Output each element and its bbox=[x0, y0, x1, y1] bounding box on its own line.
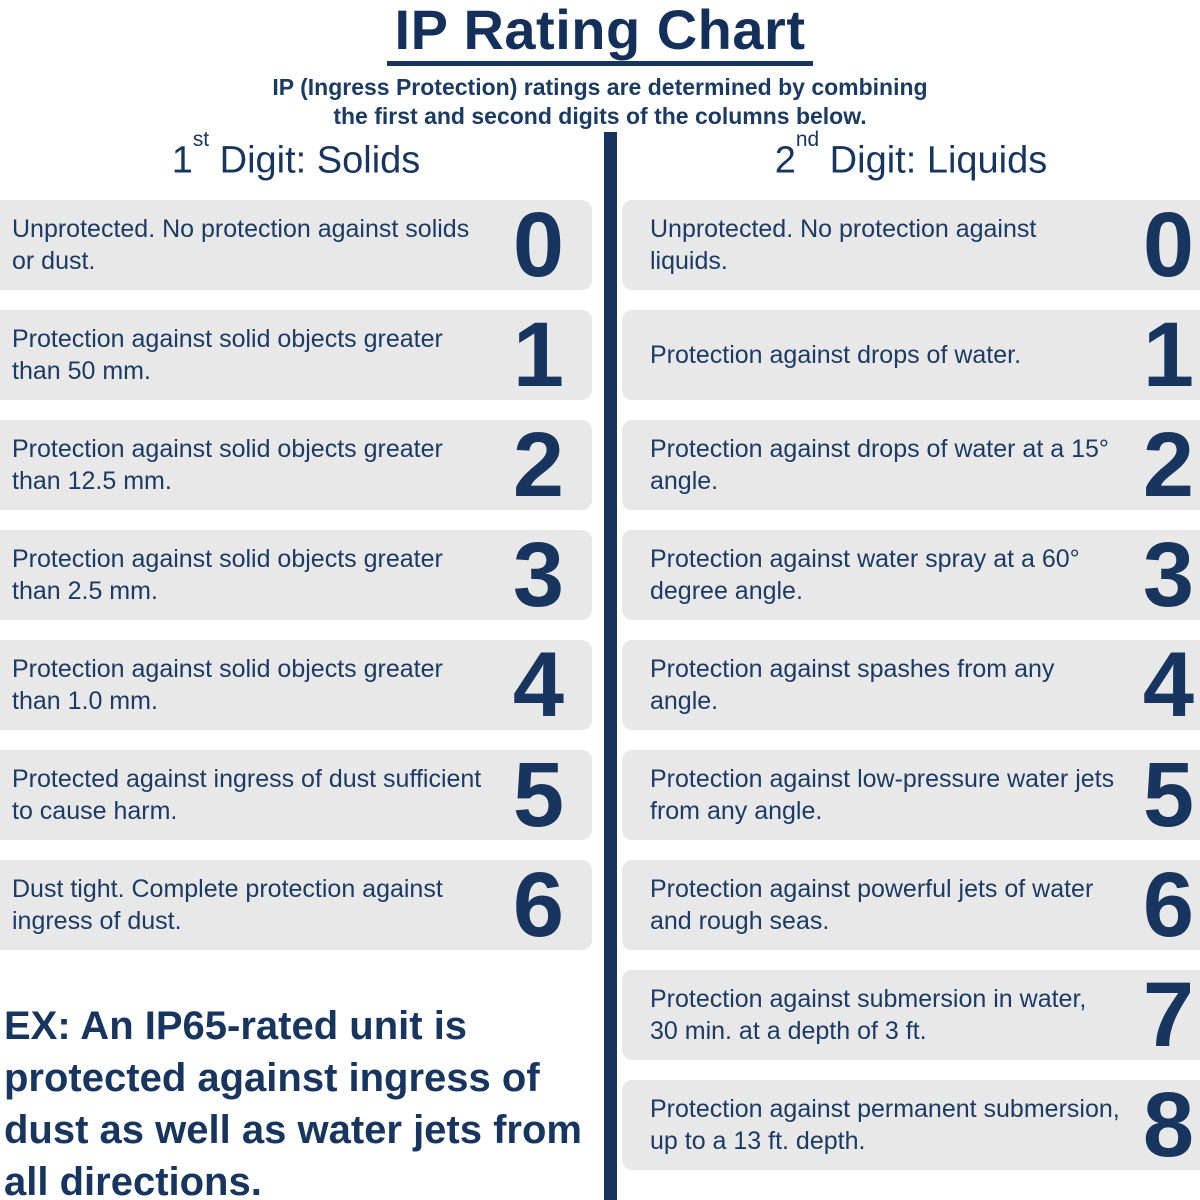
rating-digit: 2 bbox=[1142, 413, 1194, 516]
rating-digit: 0 bbox=[512, 193, 564, 296]
liquids-header-ordinal: nd bbox=[795, 128, 820, 152]
liquids-row-4: Protection against spashes from any angl… bbox=[622, 633, 1200, 736]
rating-description: Protection against powerful jets of wate… bbox=[650, 875, 1094, 935]
solids-row-3: Protection against solid objects greater… bbox=[0, 523, 592, 626]
rating-digit: 2 bbox=[512, 413, 564, 516]
page-subtitle: IP (Ingress Protection) ratings are dete… bbox=[0, 73, 1200, 132]
rating-description: Protection against low-pressure water je… bbox=[650, 765, 1115, 825]
liquids-header-label: Digit: Liquids bbox=[819, 139, 1048, 182]
rating-digit: 0 bbox=[1142, 193, 1194, 296]
rating-digit: 1 bbox=[512, 303, 564, 406]
column-divider bbox=[604, 132, 617, 1200]
rating-description: Protection against water spray at a 60° … bbox=[650, 545, 1080, 605]
rating-digit: 6 bbox=[512, 853, 564, 956]
liquids-column: 2nd Digit: Liquids Unprotected. No prote… bbox=[622, 128, 1200, 1190]
subtitle-line-1: IP (Ingress Protection) ratings are dete… bbox=[272, 74, 928, 100]
liquids-header-number: 2 bbox=[774, 139, 796, 182]
rating-digit: 6 bbox=[1142, 853, 1194, 956]
rating-description: Protection against spashes from any angl… bbox=[650, 655, 1055, 715]
rating-digit: 1 bbox=[1142, 303, 1194, 406]
page-title: IP Rating Chart bbox=[386, 2, 814, 66]
subtitle-line-2: the first and second digits of the colum… bbox=[333, 103, 867, 130]
liquids-row-6: Protection against powerful jets of wate… bbox=[622, 853, 1200, 956]
solids-row-1: Protection against solid objects greater… bbox=[0, 303, 592, 406]
rating-digit: 5 bbox=[512, 743, 564, 846]
rating-digit: 8 bbox=[1142, 1073, 1194, 1176]
rating-description: Protection against drops of water. bbox=[650, 341, 1022, 369]
liquids-column-header: 2nd Digit: Liquids bbox=[622, 128, 1200, 182]
rating-description: Protection against permanent submersion,… bbox=[650, 1095, 1120, 1155]
rating-description: Protection against submersion in water, … bbox=[650, 985, 1087, 1045]
rating-digit: 4 bbox=[512, 633, 564, 736]
liquids-row-7: Protection against submersion in water, … bbox=[622, 963, 1200, 1066]
example-note: EX: An IP65-rated unit is protected agai… bbox=[4, 1004, 582, 1200]
solids-header-ordinal: st bbox=[192, 128, 210, 152]
rating-description: Unprotected. No protection against solid… bbox=[12, 215, 470, 275]
solids-row-4: Protection against solid objects greater… bbox=[0, 633, 592, 736]
liquids-row-5: Protection against low-pressure water je… bbox=[622, 743, 1200, 846]
liquids-row-0: Unprotected. No protection against liqui… bbox=[622, 193, 1200, 296]
liquids-row-1: Protection against drops of water. 1 bbox=[622, 303, 1200, 406]
rating-description: Protected against ingress of dust suffic… bbox=[12, 765, 482, 825]
rating-digit: 3 bbox=[512, 523, 564, 626]
solids-column-header: 1st Digit: Solids bbox=[0, 128, 592, 182]
liquids-row-3: Protection against water spray at a 60° … bbox=[622, 523, 1200, 626]
solids-header-number: 1 bbox=[171, 139, 193, 182]
columns-area: 1st Digit: Solids Unprotected. No protec… bbox=[0, 128, 1200, 1200]
solids-row-0: Unprotected. No protection against solid… bbox=[0, 193, 592, 296]
solids-header-label: Digit: Solids bbox=[209, 139, 421, 182]
rating-description: Protection against solid objects greater… bbox=[12, 435, 443, 495]
rating-description: Protection against drops of water at a 1… bbox=[650, 435, 1109, 495]
rating-description: Dust tight. Complete protection against … bbox=[12, 875, 443, 935]
rating-digit: 3 bbox=[1142, 523, 1194, 626]
rating-digit: 5 bbox=[1142, 743, 1194, 846]
liquids-row-2: Protection against drops of water at a 1… bbox=[622, 413, 1200, 516]
rating-digit: 7 bbox=[1142, 963, 1194, 1066]
solids-row-2: Protection against solid objects greater… bbox=[0, 413, 592, 516]
rating-description: Unprotected. No protection against liqui… bbox=[650, 215, 1037, 275]
rating-digit: 4 bbox=[1142, 633, 1194, 736]
chart-header: IP Rating Chart IP (Ingress Protection) … bbox=[0, 0, 1200, 132]
liquids-row-8: Protection against permanent submersion,… bbox=[622, 1073, 1200, 1176]
solids-row-6: Dust tight. Complete protection against … bbox=[0, 853, 592, 956]
rating-description: Protection against solid objects greater… bbox=[12, 325, 443, 385]
rating-description: Protection against solid objects greater… bbox=[12, 545, 443, 605]
solids-column: 1st Digit: Solids Unprotected. No protec… bbox=[0, 128, 592, 970]
solids-row-5: Protected against ingress of dust suffic… bbox=[0, 743, 592, 846]
rating-description: Protection against solid objects greater… bbox=[12, 655, 443, 715]
